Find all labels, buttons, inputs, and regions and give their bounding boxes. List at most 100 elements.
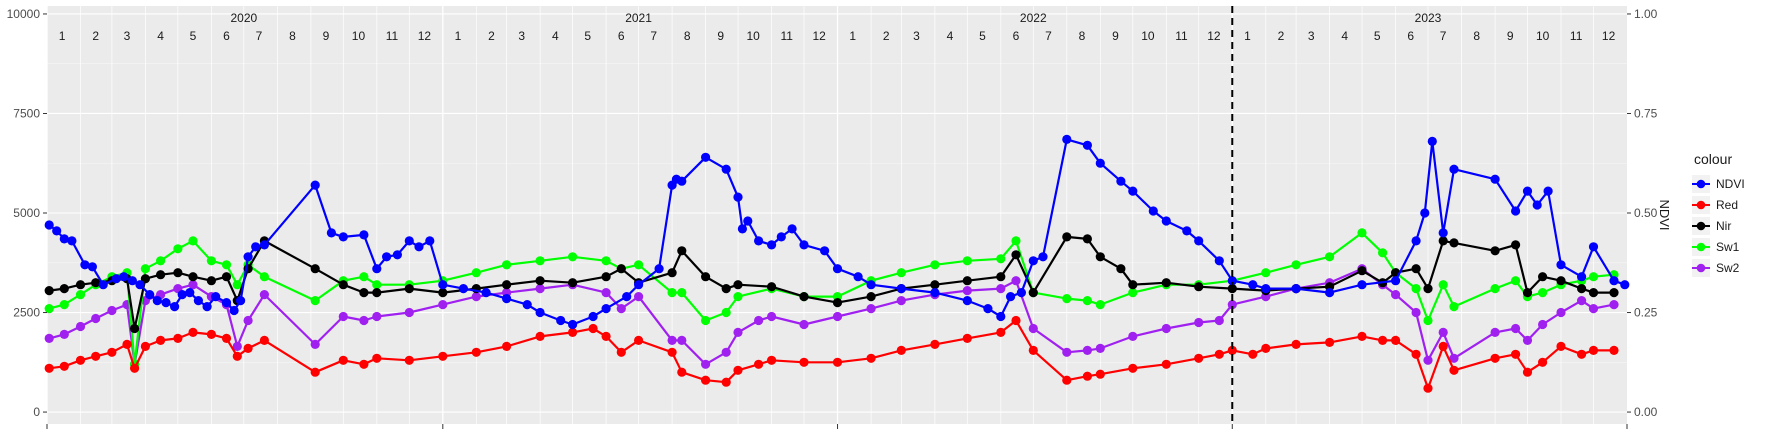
- month-label: 9: [1112, 29, 1119, 43]
- data-point-nir: [1082, 234, 1092, 244]
- data-point-ndvi: [820, 246, 830, 256]
- month-label: 1: [59, 29, 66, 43]
- data-point-nir: [44, 286, 54, 296]
- data-point-nir: [502, 280, 512, 290]
- data-point-ndvi: [1543, 186, 1553, 196]
- data-point-red: [1011, 315, 1021, 326]
- data-point-red: [962, 333, 972, 343]
- data-point-nir: [1538, 272, 1548, 282]
- data-point-sw2: [471, 292, 481, 302]
- month-label: 7: [256, 29, 263, 43]
- data-point-red: [1378, 335, 1388, 345]
- month-label: 8: [684, 29, 691, 43]
- data-point-ndvi: [259, 240, 269, 250]
- data-point-red: [130, 363, 140, 373]
- month-label: 12: [812, 29, 826, 43]
- year-label: 2021: [625, 11, 652, 25]
- data-point-ndvi: [1577, 272, 1587, 282]
- data-point-ndvi: [310, 180, 320, 190]
- data-point-red: [1248, 349, 1258, 359]
- data-point-sw2: [1082, 345, 1092, 355]
- data-point-sw2: [866, 304, 876, 314]
- data-point-sw1: [1095, 300, 1105, 310]
- data-point-ndvi: [733, 192, 743, 202]
- month-label: 3: [518, 29, 525, 43]
- y-left-tick-label: 5000: [13, 206, 40, 220]
- data-point-ndvi: [221, 298, 232, 308]
- data-point-sw1: [721, 307, 731, 318]
- y-right-tick-label: 1.00: [1634, 7, 1658, 21]
- data-point-red: [1261, 343, 1271, 353]
- data-point-red: [996, 327, 1006, 337]
- data-point-sw2: [310, 339, 320, 349]
- data-point-red: [359, 359, 369, 369]
- data-point-sw1: [1011, 236, 1021, 246]
- month-label: 3: [124, 29, 131, 43]
- data-point-ndvi: [1248, 280, 1258, 290]
- data-point-nir: [1128, 280, 1138, 290]
- data-point-red: [1161, 359, 1171, 369]
- y-left-tick-label: 2500: [13, 306, 40, 320]
- data-point-red: [866, 353, 876, 363]
- data-point-sw1: [372, 280, 382, 290]
- y-left-tick-label: 10000: [7, 7, 41, 21]
- data-point-ndvi: [1449, 164, 1459, 174]
- data-point-red: [59, 361, 69, 371]
- legend-label: Nir: [1716, 219, 1731, 233]
- data-point-nir: [616, 264, 626, 274]
- month-label: 7: [1440, 29, 1447, 43]
- data-point-red: [930, 339, 940, 349]
- data-point-ndvi: [983, 304, 993, 314]
- data-point-sw2: [754, 315, 764, 326]
- data-point-sw1: [502, 260, 512, 270]
- month-label: 2: [1278, 29, 1285, 43]
- data-point-ndvi: [193, 296, 203, 306]
- data-point-red: [1538, 357, 1548, 367]
- month-label: 4: [1341, 29, 1348, 43]
- legend-item-red: Red: [1692, 196, 1738, 214]
- data-point-ndvi: [338, 232, 348, 242]
- month-label: 2: [883, 29, 890, 43]
- data-point-sw1: [1291, 260, 1301, 270]
- data-point-ndvi: [601, 304, 611, 314]
- data-point-sw2: [259, 290, 269, 300]
- data-point-ndvi: [1490, 174, 1500, 184]
- month-label: 11: [1570, 29, 1583, 43]
- data-point-nir: [1609, 288, 1619, 298]
- data-point-red: [1391, 335, 1401, 345]
- data-point-ndvi: [1194, 236, 1204, 246]
- series-nir: [44, 232, 1619, 334]
- legend-label: Sw2: [1716, 261, 1740, 275]
- data-point-ndvi: [896, 284, 906, 294]
- data-point-ndvi: [588, 311, 598, 322]
- data-point-sw2: [59, 329, 69, 339]
- data-point-nir: [1357, 266, 1367, 276]
- data-point-red: [75, 355, 86, 365]
- data-point-ndvi: [359, 230, 369, 240]
- data-point-red: [1588, 345, 1599, 355]
- data-point-ndvi: [1411, 236, 1421, 246]
- data-point-ndvi: [425, 236, 435, 246]
- data-point-nir: [601, 272, 611, 282]
- data-point-nir: [1577, 284, 1587, 294]
- data-point-sw2: [1511, 323, 1521, 334]
- data-point-sw2: [1609, 300, 1619, 310]
- y-left-tick-label: 7500: [13, 106, 40, 120]
- data-point-nir: [130, 323, 140, 334]
- data-point-sw1: [1261, 268, 1271, 278]
- data-point-red: [122, 339, 132, 349]
- data-point-sw2: [733, 327, 743, 337]
- data-point-ndvi: [1391, 276, 1401, 286]
- data-point-red: [1556, 341, 1566, 351]
- data-point-ndvi: [654, 264, 664, 274]
- data-point-red: [799, 357, 809, 367]
- legend-title: colour: [1694, 151, 1732, 167]
- data-point-ndvi: [1214, 256, 1224, 266]
- data-point-nir: [91, 278, 101, 288]
- data-point-ndvi: [67, 236, 77, 246]
- data-point-nir: [1194, 282, 1204, 292]
- data-point-red: [1411, 349, 1421, 359]
- month-label: 9: [1507, 29, 1514, 43]
- data-point-sw2: [1194, 317, 1204, 328]
- data-point-red: [1028, 345, 1038, 355]
